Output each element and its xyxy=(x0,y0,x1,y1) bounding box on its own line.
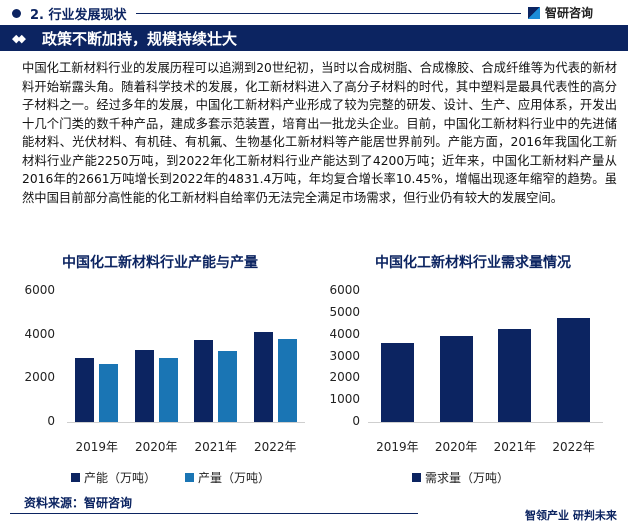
bar-series1 xyxy=(380,342,414,422)
bar-series1 xyxy=(75,358,95,422)
y-tick-label: 0 xyxy=(352,414,360,428)
bar-series2 xyxy=(99,363,119,422)
plot-area xyxy=(368,291,603,422)
capacity-production-chart: 中国化工新材料行业产能与产量 产能（万吨） 产量（万吨） 6000 4000 200… xyxy=(5,248,315,486)
y-tick-label: 6000 xyxy=(329,283,360,297)
footer-slogan: 智领产业 研判未来 xyxy=(525,509,617,522)
x-tick-label: 2019年 xyxy=(376,440,419,454)
bullet-dot-icon xyxy=(12,9,21,18)
y-tick-label: 5000 xyxy=(329,304,360,319)
legend-swatch-icon xyxy=(185,473,194,482)
body-paragraph: 中国化工新材料行业的发展历程可以追溯到20世纪初，当时以合成树脂、合成橡胶、合成… xyxy=(22,61,617,205)
header-divider xyxy=(136,13,521,14)
diamond-icon: ◆◆ xyxy=(12,32,26,45)
banner-title: 政策不断加持，规模持续壮大 xyxy=(42,30,238,48)
plot-area xyxy=(67,291,305,422)
y-tick-label: 4000 xyxy=(24,326,55,341)
bar-series2 xyxy=(218,350,238,422)
section-title: 2. 行业发展现状 xyxy=(30,8,127,23)
chart-title: 中国化工新材料行业需求量情况 xyxy=(375,255,571,271)
title-banner: ◆◆ 政策不断加持，规模持续壮大 xyxy=(0,25,628,51)
x-tick-label: 2020年 xyxy=(434,440,478,454)
demand-chart: 中国化工新材料行业需求量情况 需求量（万吨） 6000 5000 4000 3000 2… xyxy=(318,248,628,486)
chart-title: 中国化工新材料行业产能与产量 xyxy=(62,255,258,271)
brand-logo-icon xyxy=(528,6,540,19)
source-note: 资料来源：智研咨询 xyxy=(24,496,133,510)
y-tick-label: 1000 xyxy=(329,392,360,407)
x-tick-label: 2020年 xyxy=(134,440,178,454)
y-tick-label: 6000 xyxy=(24,283,55,297)
bar-series2 xyxy=(277,339,297,422)
brand-logo: 智研咨询 xyxy=(528,4,593,21)
y-tick-label: 0 xyxy=(47,414,55,428)
x-tick-label: 2019年 xyxy=(75,440,119,454)
x-tick-label: 2021年 xyxy=(194,440,238,454)
bar-series1 xyxy=(439,335,473,422)
y-tick-label: 4000 xyxy=(329,326,360,341)
legend-swatch-icon xyxy=(412,473,421,482)
legend-item-capacity: 产能（万吨） xyxy=(71,469,156,486)
legend-item-demand: 需求量（万吨） xyxy=(412,469,509,486)
bar-series1 xyxy=(498,328,532,422)
bar-series1 xyxy=(253,331,273,422)
brand-name: 智研咨询 xyxy=(545,6,594,20)
bar-series1 xyxy=(557,317,591,422)
x-tick-label: 2022年 xyxy=(253,440,297,454)
bar-series1 xyxy=(194,339,214,422)
legend-item-production: 产量（万吨） xyxy=(185,469,270,486)
y-tick-label: 2000 xyxy=(24,370,55,385)
footer-divider xyxy=(10,513,418,514)
legend-swatch-icon xyxy=(71,473,80,482)
y-tick-label: 3000 xyxy=(329,348,360,363)
bar-series1 xyxy=(134,349,154,422)
x-tick-label: 2021年 xyxy=(493,440,537,454)
x-axis xyxy=(368,422,603,423)
x-tick-label: 2022年 xyxy=(552,440,595,454)
section-header: 2. 行业发展现状 智研咨询 xyxy=(0,0,635,30)
x-axis xyxy=(67,422,305,423)
bar-series2 xyxy=(158,358,178,422)
y-tick-label: 2000 xyxy=(329,370,360,385)
